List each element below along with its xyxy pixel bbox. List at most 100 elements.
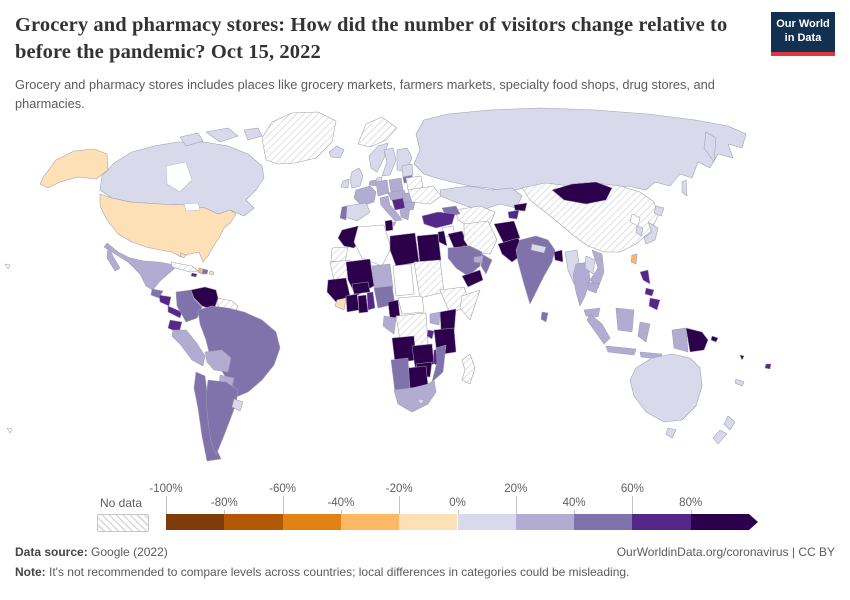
country-brazil[interactable] (197, 305, 281, 398)
country-india[interactable] (515, 235, 556, 305)
country-russia-sakhalin[interactable] (681, 179, 688, 197)
country-norway[interactable] (368, 142, 389, 173)
country-poland[interactable] (388, 177, 404, 193)
country-ireland[interactable] (340, 178, 350, 189)
country-cameroon[interactable] (387, 299, 401, 319)
country-yemen[interactable] (461, 269, 484, 288)
legend-segment[interactable] (515, 514, 575, 530)
country-sudan[interactable] (413, 259, 445, 299)
country-tunisia[interactable] (384, 219, 394, 232)
country-zambia[interactable] (411, 343, 435, 368)
country-mexico-baja[interactable] (106, 245, 121, 272)
country-south-africa[interactable] (393, 379, 437, 413)
legend-segment[interactable] (340, 514, 400, 530)
country-france[interactable] (353, 185, 377, 207)
country-mozambique[interactable] (431, 344, 447, 383)
country-sri-lanka[interactable] (540, 311, 549, 323)
country-egypt[interactable] (416, 233, 442, 265)
legend-segment[interactable] (399, 514, 458, 530)
country-rwanda-burundi[interactable] (426, 329, 435, 340)
country-australia[interactable] (629, 353, 703, 423)
country-alaska[interactable] (39, 148, 109, 189)
country-jamaica[interactable] (190, 272, 198, 278)
country-algeria[interactable] (353, 224, 392, 267)
country-puerto-rico[interactable] (208, 270, 215, 276)
country-kyrgyzstan[interactable] (513, 202, 528, 212)
country-afghanistan[interactable] (493, 220, 521, 245)
country-uae[interactable] (473, 255, 484, 264)
legend-segment[interactable] (574, 514, 633, 530)
country-philippines-mindanao[interactable] (648, 297, 661, 311)
country-madagascar[interactable] (461, 353, 476, 385)
country-portugal[interactable] (339, 205, 348, 221)
pacific-island-speck[interactable] (6, 427, 13, 434)
country-cuba[interactable] (170, 261, 199, 273)
legend-segment[interactable] (282, 514, 341, 530)
country-saudi-arabia[interactable] (447, 245, 483, 277)
country-mexico[interactable] (103, 242, 176, 291)
country-greece[interactable] (399, 207, 411, 221)
country-uruguay[interactable] (231, 398, 244, 412)
country-kazakhstan[interactable] (439, 185, 523, 211)
country-japan-honshu[interactable] (643, 221, 659, 245)
country-laos[interactable] (584, 255, 596, 275)
legend-segment[interactable] (690, 514, 749, 530)
country-new-zealand-south[interactable] (712, 429, 728, 445)
country-argentina[interactable] (205, 379, 239, 456)
country-cambodia[interactable] (587, 281, 600, 294)
country-russia-kamchatka[interactable] (703, 131, 717, 163)
country-spain[interactable] (345, 202, 371, 222)
country-iceland[interactable] (328, 145, 345, 159)
country-indonesia-sulawesi[interactable] (637, 321, 651, 343)
country-new-caledonia[interactable] (734, 378, 745, 387)
credit-link[interactable]: OurWorldinData.org/coronavirus | CC BY (616, 545, 835, 559)
country-greenland[interactable] (261, 111, 337, 165)
country-ukraine[interactable] (407, 185, 442, 205)
country-gabon-congo[interactable] (382, 315, 397, 335)
country-philippines-luzon[interactable] (639, 269, 651, 285)
country-united-kingdom[interactable] (349, 167, 364, 189)
country-bahamas[interactable] (179, 252, 187, 259)
country-liberia-sierra-leone[interactable] (334, 297, 347, 311)
country-bangladesh[interactable] (553, 249, 564, 263)
country-philippines-visayas[interactable] (644, 287, 655, 297)
country-tasmania[interactable] (665, 427, 677, 439)
pacific-island-speck[interactable] (4, 263, 11, 270)
country-papua-new-guinea[interactable] (685, 327, 709, 353)
country-dominican-republic[interactable] (201, 268, 209, 275)
country-germany[interactable] (375, 179, 390, 197)
country-fiji[interactable] (764, 363, 772, 370)
country-vietnam[interactable] (589, 249, 605, 289)
country-canada-island[interactable] (205, 127, 239, 143)
country-indonesia-java[interactable] (605, 345, 637, 356)
country-nepal[interactable] (530, 243, 547, 254)
country-solomon-islands[interactable] (710, 335, 719, 343)
country-panama[interactable] (167, 305, 183, 319)
country-canada-island[interactable] (179, 132, 204, 147)
country-cote-divoire[interactable] (345, 293, 360, 313)
country-vanuatu[interactable] (739, 354, 745, 361)
country-svalbard[interactable] (357, 116, 398, 148)
country-indonesia-borneo[interactable] (615, 307, 635, 333)
country-russia[interactable] (413, 107, 747, 193)
country-peru[interactable] (171, 329, 206, 367)
country-niger[interactable] (371, 263, 394, 292)
country-lesotho[interactable] (417, 398, 425, 405)
legend-segment[interactable] (224, 514, 283, 530)
country-namibia[interactable] (390, 357, 411, 393)
country-malaysia[interactable] (583, 307, 601, 318)
country-canada-island[interactable] (243, 127, 263, 141)
country-nicaragua[interactable] (158, 294, 172, 307)
country-central-african-republic[interactable] (397, 295, 425, 315)
country-north-korea[interactable] (629, 213, 641, 227)
legend-segment[interactable] (457, 514, 516, 530)
country-iran[interactable] (463, 220, 498, 255)
country-turkey[interactable] (421, 211, 456, 229)
country-venezuela[interactable] (190, 286, 219, 311)
country-south-korea[interactable] (635, 225, 644, 237)
country-togo-benin[interactable] (366, 291, 376, 311)
country-mongolia[interactable] (551, 181, 613, 205)
country-bolivia[interactable] (204, 349, 232, 373)
country-tajikistan[interactable] (507, 209, 520, 220)
country-japan-hokkaido[interactable] (653, 205, 665, 217)
